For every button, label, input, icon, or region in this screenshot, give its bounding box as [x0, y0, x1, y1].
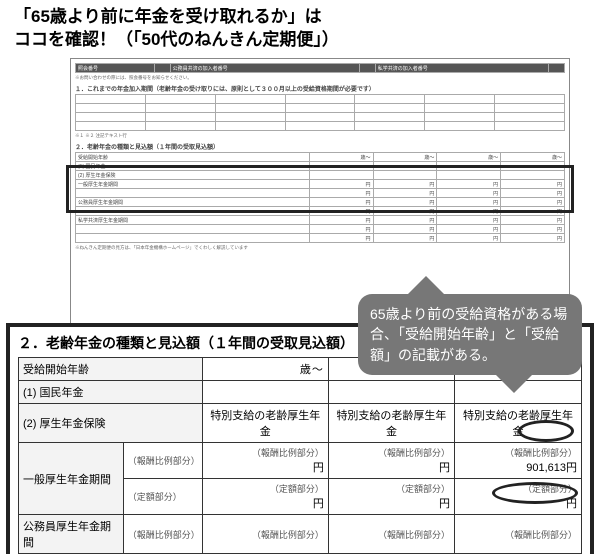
footnote: ※ねんきん定期便の見方は、「日本年金機構ホームページ」でくわしく解説しています — [75, 245, 565, 251]
headline-line1: 「65歳より前に年金を受け取れるか」は — [14, 6, 586, 29]
note: ※お問い合わせの際には、照会番号をお知らせください。 — [75, 75, 565, 81]
amount-value: 901,613 — [526, 462, 566, 474]
callout-text: 65歳より前の受給資格がある場合、「受給開始年齢」と「受給額」の記載がある。 — [370, 306, 567, 363]
hdr-cell: 私学共済の加入者番号 — [375, 64, 549, 73]
headline: 「65歳より前に年金を受け取れるか」は ココを確認！（「50代のねんきん定期便」… — [0, 0, 600, 54]
section1-title: １．これまでの年金加入期間（老齢年金の受け取りには、原則として３００月以上の受給… — [75, 84, 565, 93]
section1-table — [75, 94, 565, 131]
callout-bubble: 65歳より前の受給資格がある場合、「受給開始年齢」と「受給額」の記載がある。 — [358, 294, 582, 375]
row-start-age: 受給開始年齢 — [19, 358, 203, 381]
section2-table: 受給開始年齢歳～歳～歳～歳～ (1) 国民年金 (2) 厚生年金保険 一般厚生年… — [75, 152, 565, 243]
headline-line2: ココを確認！（「50代のねんきん定期便」） — [14, 29, 586, 52]
section2-title: ２．老齢年金の種類と見込額（１年間の受取見込額） — [75, 142, 565, 151]
doc-header-table: 照会番号 公務員共済の加入者番号 私学共済の加入者番号 — [75, 63, 565, 73]
row-kokumin: (1) 国民年金 — [19, 381, 203, 404]
row-ippan: 一般厚生年金期間 — [19, 443, 124, 515]
row-koumu: 公務員厚生年金期間 — [19, 515, 124, 554]
hdr-cell: 照会番号 — [76, 64, 155, 73]
row-kousei: (2) 厚生年金保険 — [19, 404, 203, 443]
hdr-cell: 公務員共済の加入者番号 — [170, 64, 359, 73]
note: ※１ ※２ 注記テキスト行 — [75, 133, 565, 139]
